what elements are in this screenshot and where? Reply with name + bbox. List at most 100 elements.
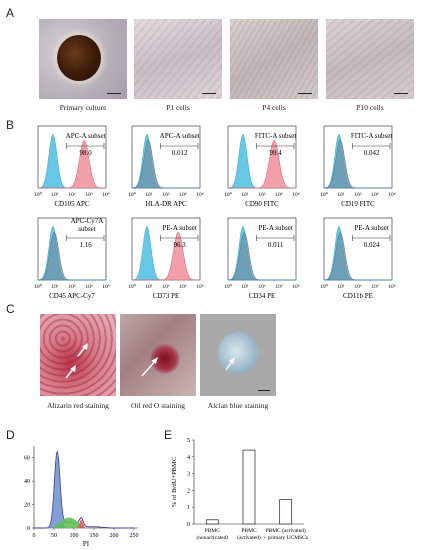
x-tick-label: 10¹ (337, 284, 345, 290)
x-tick-label: 10¹ (241, 192, 249, 198)
primary-culture-image (39, 19, 127, 99)
x-tick-label: 200 (110, 533, 119, 539)
x-tick-label: 10⁰ (128, 191, 137, 198)
y-tick-label: 0 (187, 522, 190, 528)
y-tick-label: 0 (27, 526, 30, 532)
x-axis-label: CD11b PE (343, 292, 373, 300)
caption-alcian: Alcian blue staining (207, 401, 269, 410)
x-tick-label: 0 (33, 533, 36, 539)
spheroid (57, 35, 101, 81)
gate-value: 1.16 (79, 241, 92, 249)
flow-histogram-6: PE-A subset 96.3 10⁰ 10¹ 10² 10³ 10⁴ CD73 PE (128, 217, 204, 300)
scale-bar (298, 93, 312, 94)
sample-histogram (131, 139, 200, 189)
caption-primary-culture: Primary culture (59, 103, 107, 112)
x-axis-label: CD73 PE (153, 292, 180, 300)
sample-histogram (323, 139, 392, 189)
alizarin-red-image (40, 314, 116, 396)
x-tick-label: 10¹ (337, 192, 345, 198)
panel-label-b: B (6, 118, 15, 132)
flow-histogram-7: PE-A subset 0.011 10⁰ 10¹ 10² 10³ 10⁴ CD34 PE (224, 217, 300, 300)
flow-histogram-8: PE-A subset 0.024 10⁰ 10¹ 10² 10³ 10⁴ CD11b PE (320, 217, 396, 300)
gate-value: 0.012 (172, 149, 188, 157)
x-tick-label: 10⁰ (224, 283, 233, 290)
x-tick-label: 10⁴ (102, 192, 110, 198)
x-tick-label: 10⁴ (388, 192, 396, 198)
x-tick-label: 10⁰ (320, 191, 329, 198)
x-tick-label: 10³ (85, 192, 93, 198)
arrow-icon (225, 357, 235, 371)
category-label: PBMC (205, 528, 221, 534)
flow-histogram-4: FITC-A subset 0.042 10⁰ 10¹ 10² 10³ 10⁴ CD19 FI… (320, 125, 396, 208)
x-tick-label: 10³ (275, 284, 283, 290)
gate-label: APC-Cy7A (71, 217, 104, 225)
x-tick-label: 10⁰ (320, 283, 329, 290)
y-axis-label: % of BrdU+PBMC (171, 457, 178, 507)
x-axis-label: CD105 APC (54, 200, 90, 208)
y-tick-label: 1 (187, 505, 190, 511)
gate-value: 0.042 (364, 149, 380, 157)
caption-p4: P4 cells (262, 103, 286, 112)
x-tick-label: 100 (70, 533, 79, 539)
x-axis-label: CD45 APC-Cy7 (49, 292, 95, 300)
y-tick-label: 20 (24, 503, 30, 509)
arrow-icon (141, 357, 158, 377)
x-tick-label: 10² (258, 284, 266, 290)
category-label: PBMC (activated) (266, 527, 306, 534)
y-tick-label: 4 (187, 455, 190, 461)
x-tick-label: 10³ (275, 192, 283, 198)
alcian-blue-image (200, 314, 276, 396)
gate-label: subset (78, 225, 96, 233)
caption-oil-red: Oil red O staining (131, 401, 185, 410)
y-tick-label: 5 (187, 438, 190, 444)
p1-cells-image (134, 19, 222, 99)
x-axis-label: HLA-DR APC (145, 200, 187, 208)
x-tick-label: 10¹ (51, 192, 59, 198)
bar-3 (279, 499, 293, 525)
s-phase (54, 517, 84, 528)
sample-histogram (38, 139, 106, 189)
gate-label: PE-A subset (354, 224, 388, 232)
flow-histogram-2: APC-A subset 0.012 10⁰ 10¹ 10² 10³ 10⁴ HLA-DR A… (128, 125, 204, 208)
category-label: PBMC (241, 528, 257, 534)
x-tick-label: 10⁰ (224, 191, 233, 198)
gate-value: 0.011 (268, 241, 284, 249)
x-tick-label: 10³ (85, 284, 93, 290)
p10-cells-image (326, 19, 414, 99)
flow-histogram-3: FITC-A subset 99.4 10⁰ 10¹ 10² 10³ 10⁴ CD90 FIT… (224, 125, 300, 208)
gate-label: PE-A subset (258, 224, 292, 232)
x-tick-label: 10⁴ (388, 284, 396, 290)
gate-label: FITC-A subset (255, 132, 296, 140)
x-tick-label: 10³ (371, 192, 379, 198)
sample-histogram (323, 231, 392, 281)
category-label: (activated) (237, 534, 261, 541)
x-tick-label: 150 (90, 533, 99, 539)
x-tick-label: 50 (51, 533, 57, 539)
gate-value: 0.024 (364, 241, 380, 249)
x-tick-label: 10² (162, 284, 170, 290)
category-label: (nonactivated) (196, 534, 228, 541)
panel-label-a: A (6, 6, 15, 20)
x-tick-label: 10¹ (145, 284, 153, 290)
x-axis-label: CD90 FITC (245, 200, 279, 208)
y-tick-label: 2 (187, 488, 190, 494)
x-tick-label: 10⁰ (34, 283, 43, 290)
scale-bar (202, 93, 216, 94)
x-tick-label: 10⁴ (292, 192, 300, 198)
x-axis-label: CD19 FITC (341, 200, 375, 208)
isotype-histogram (37, 133, 106, 189)
x-tick-label: 10² (162, 192, 170, 198)
gate-label: PE-A subset (162, 224, 196, 232)
sample-histogram (37, 231, 106, 281)
arrows (65, 343, 88, 379)
oil-red-o-image (120, 314, 196, 396)
g2-phase (77, 519, 86, 528)
p4-cells-image (230, 19, 318, 99)
x-tick-label: 10³ (179, 192, 187, 198)
gate-value: 98.0 (79, 149, 92, 157)
flow-histogram-1: APC-A subset 98.0 10⁰ 10¹ 10² 10³ 10⁴ CD105 APC (34, 125, 110, 208)
gate-value: 99.4 (269, 149, 282, 157)
caption-alizarin: Alizarin red staining (47, 401, 109, 410)
